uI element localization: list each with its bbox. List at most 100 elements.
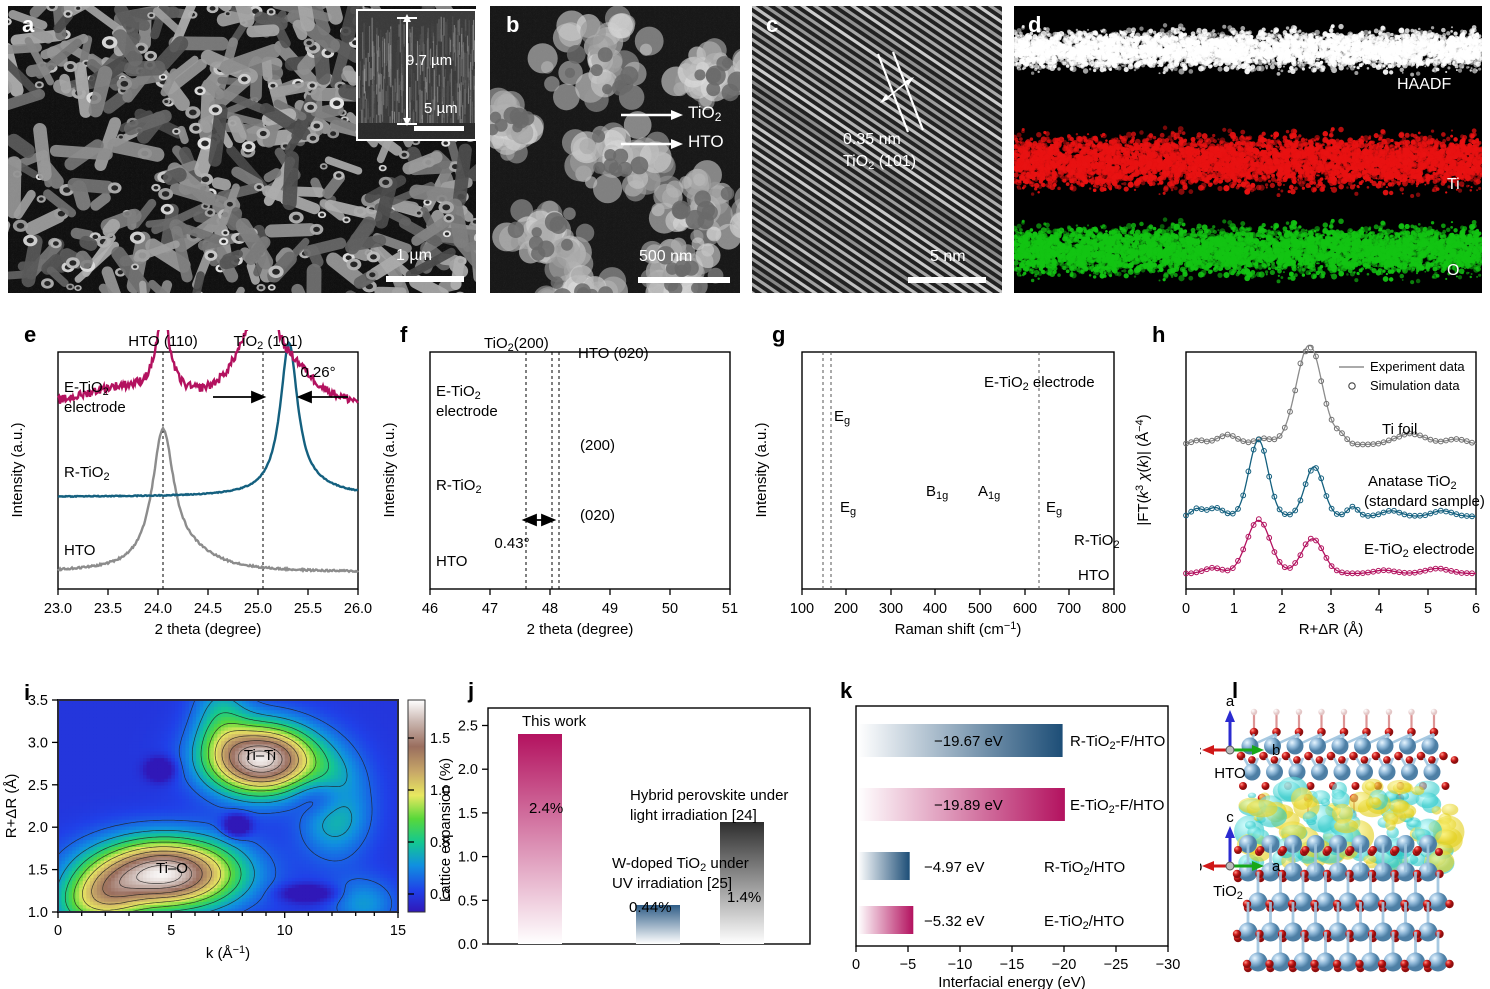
panel-g-xlabel: Raman shift (cm−1) xyxy=(895,620,1022,638)
panel-i-ytick-4: 3.0 xyxy=(28,735,48,751)
panel-j-value-perovskite: 1.4% xyxy=(727,889,761,906)
panel-b-scalebar-label: 500 nm xyxy=(639,248,692,266)
panel-f-anno-shift: 0.43° xyxy=(494,535,529,552)
panel-d-label: d xyxy=(1028,12,1041,38)
panel-j-ytick-5: 2.5 xyxy=(458,719,478,735)
panel-i-cbtick-0: 0.0 xyxy=(430,887,450,903)
panel-l-axis-c-hto: c xyxy=(1200,742,1202,759)
panel-j-ytick-4: 2.0 xyxy=(458,762,478,778)
panel-k-cat-3: R-TiO2/HTO xyxy=(1044,859,1125,878)
panel-g-series-label-top: E-TiO2 electrode xyxy=(984,374,1095,393)
panel-j-bar-w-doped xyxy=(636,905,680,944)
panel-a-inset-arrow xyxy=(397,14,417,126)
panel-j-ytick-2: 1.0 xyxy=(458,850,478,866)
panel-k-bar-4 xyxy=(858,906,914,934)
panel-l-axis-b-hto: b xyxy=(1272,742,1280,759)
panel-f-ylabel: Intensity (a.u.) xyxy=(381,422,398,517)
panel-b-arrow-hto xyxy=(621,139,683,149)
panel-j-chart: This work 2.4% 0.44% 1.4% W-doped TiO2 u… xyxy=(437,707,811,953)
panel-c-label: c xyxy=(766,12,778,38)
panel-e-anno-tio2101: TiO2 (101) xyxy=(234,333,303,352)
panel-k-value-4: −5.32 eV xyxy=(924,913,984,930)
panel-i-xtick-0: 0 xyxy=(54,923,62,939)
panel-c-image xyxy=(752,6,1002,293)
panel-h-xlabel: R+ΔR (Å) xyxy=(1299,621,1364,638)
panel-j-ylabel: Lattice expansion (%) xyxy=(437,758,454,902)
panel-f-series-label-bot: HTO xyxy=(436,553,467,570)
panel-f-anno-hto020: HTO (020) xyxy=(578,345,649,362)
panel-a-label: a xyxy=(22,12,34,38)
panel-a-scalebar-label: 1 µm xyxy=(396,247,432,265)
panel-i-chart: Ti–Ti Ti–O 1.0 1.5 2.0 2.5 3.0 3.5 xyxy=(3,693,450,962)
panel-e-chart: 23.0 23.5 24.0 24.5 25.0 25.5 26.0 2 the… xyxy=(9,330,372,638)
panel-b-arrow-tio2 xyxy=(621,110,683,120)
panel-k-xtick-3: −15 xyxy=(1000,957,1025,973)
panel-b-label-tio2: TiO2 xyxy=(688,103,721,124)
panel-k-label: k xyxy=(840,678,852,704)
panel-b-image xyxy=(490,6,740,293)
panel-f-xlabel: 2 theta (degree) xyxy=(527,621,634,638)
panel-k-value-3: −4.97 eV xyxy=(924,859,984,876)
panel-j-value-this-work: 2.4% xyxy=(529,800,563,817)
panel-j-anno-wdoped-2: UV irradiation [25] xyxy=(612,875,732,892)
panel-f-xtick-4: 50 xyxy=(662,601,678,617)
panel-a-scalebar xyxy=(386,276,464,282)
panel-g-xtick-3: 400 xyxy=(923,601,947,617)
panel-e-xlabel: 2 theta (degree) xyxy=(155,621,262,638)
panel-b-label-hto: HTO xyxy=(688,132,724,152)
panel-e-xtick-3: 24.5 xyxy=(194,601,222,617)
panel-d-map-label-ti: Ti xyxy=(1447,176,1460,194)
panel-k-bar-1 xyxy=(858,724,1063,757)
panel-g-xtick-5: 600 xyxy=(1013,601,1037,617)
panel-l-axis-a-tio2: a xyxy=(1272,858,1281,875)
panel-i-ytick-5: 3.5 xyxy=(28,693,48,709)
panel-e-xtick-2: 24.0 xyxy=(144,601,172,617)
panel-e-anno-shift: 0.26° xyxy=(300,364,335,381)
panel-l-axis-a-hto: a xyxy=(1226,693,1235,710)
panel-f-xtick-2: 48 xyxy=(542,601,558,617)
panel-j-ytick-1: 0.5 xyxy=(458,893,478,909)
panel-f-anno-200: (200) xyxy=(580,437,615,454)
panel-e-xtick-5: 25.5 xyxy=(294,601,322,617)
panel-h-xtick-5: 5 xyxy=(1424,601,1432,617)
panel-e-xtick-0: 23.0 xyxy=(44,601,72,617)
panel-k-value-1: −19.67 eV xyxy=(934,733,1003,750)
panel-a-inset-scalebar-label: 5 µm xyxy=(424,100,458,117)
panel-f-xtick-5: 51 xyxy=(722,601,738,617)
panel-h-chart: 0 1 2 3 4 5 6 R+ΔR (Å) |FT(k3 χ(k)| (Å−4… xyxy=(1134,344,1485,638)
panel-i-ylabel: R+ΔR (Å) xyxy=(3,774,20,839)
panel-f-series-label-top-2: electrode xyxy=(436,403,498,420)
panel-g-xtick-6: 700 xyxy=(1057,601,1081,617)
panel-g-series-label-bot: HTO xyxy=(1078,567,1109,584)
panel-l-axis-c-tio2: c xyxy=(1226,809,1234,826)
panel-k-bar-2 xyxy=(858,788,1065,821)
panel-h-series-label-anatase-2: (standard sample) xyxy=(1364,493,1485,510)
panel-d-map-label-haadf: HAADF xyxy=(1397,76,1451,94)
panel-k-cat-1: R-TiO2-F/HTO xyxy=(1070,733,1165,752)
panel-c-scalebar xyxy=(908,277,986,283)
panel-h-xtick-4: 4 xyxy=(1375,601,1383,617)
panel-h-xtick-1: 1 xyxy=(1230,601,1238,617)
panel-j-anno-perov-2: light irradiation [24] xyxy=(630,807,757,824)
panel-h-xtick-0: 0 xyxy=(1182,601,1190,617)
panel-k-xtick-4: −20 xyxy=(1052,957,1077,973)
panel-k-xlabel: Interfacial energy (eV) xyxy=(938,974,1086,989)
panel-c-plane-label: TiO2 (101) xyxy=(843,153,916,172)
panel-i-cbtick-2: 1.0 xyxy=(430,783,450,799)
panel-k-bar-3 xyxy=(858,852,910,880)
panel-e-xtick-1: 23.5 xyxy=(94,601,122,617)
panel-h-xtick-3: 3 xyxy=(1327,601,1335,617)
panel-c-dspacing-label: 0.35 nm xyxy=(843,131,901,149)
panel-g-chart: 100 200 300 400 500 600 700 800 Raman sh… xyxy=(753,351,1126,638)
panel-l-axes-hto: a b c HTO xyxy=(1200,693,1280,782)
panel-g-xtick-0: 100 xyxy=(790,601,814,617)
panel-e-xtick-6: 26.0 xyxy=(344,601,372,617)
panel-l-axes-tio2: c a b TiO2 xyxy=(1200,809,1281,902)
panel-j-anno-wdoped-1: W-doped TiO2 under xyxy=(612,855,749,874)
panel-k-xtick-1: −5 xyxy=(900,957,917,973)
panel-j-bar-perovskite xyxy=(720,822,764,944)
panel-k-cat-4: E-TiO2/HTO xyxy=(1044,913,1124,932)
panel-j-label: j xyxy=(468,678,474,704)
panel-f-xtick-3: 49 xyxy=(602,601,618,617)
